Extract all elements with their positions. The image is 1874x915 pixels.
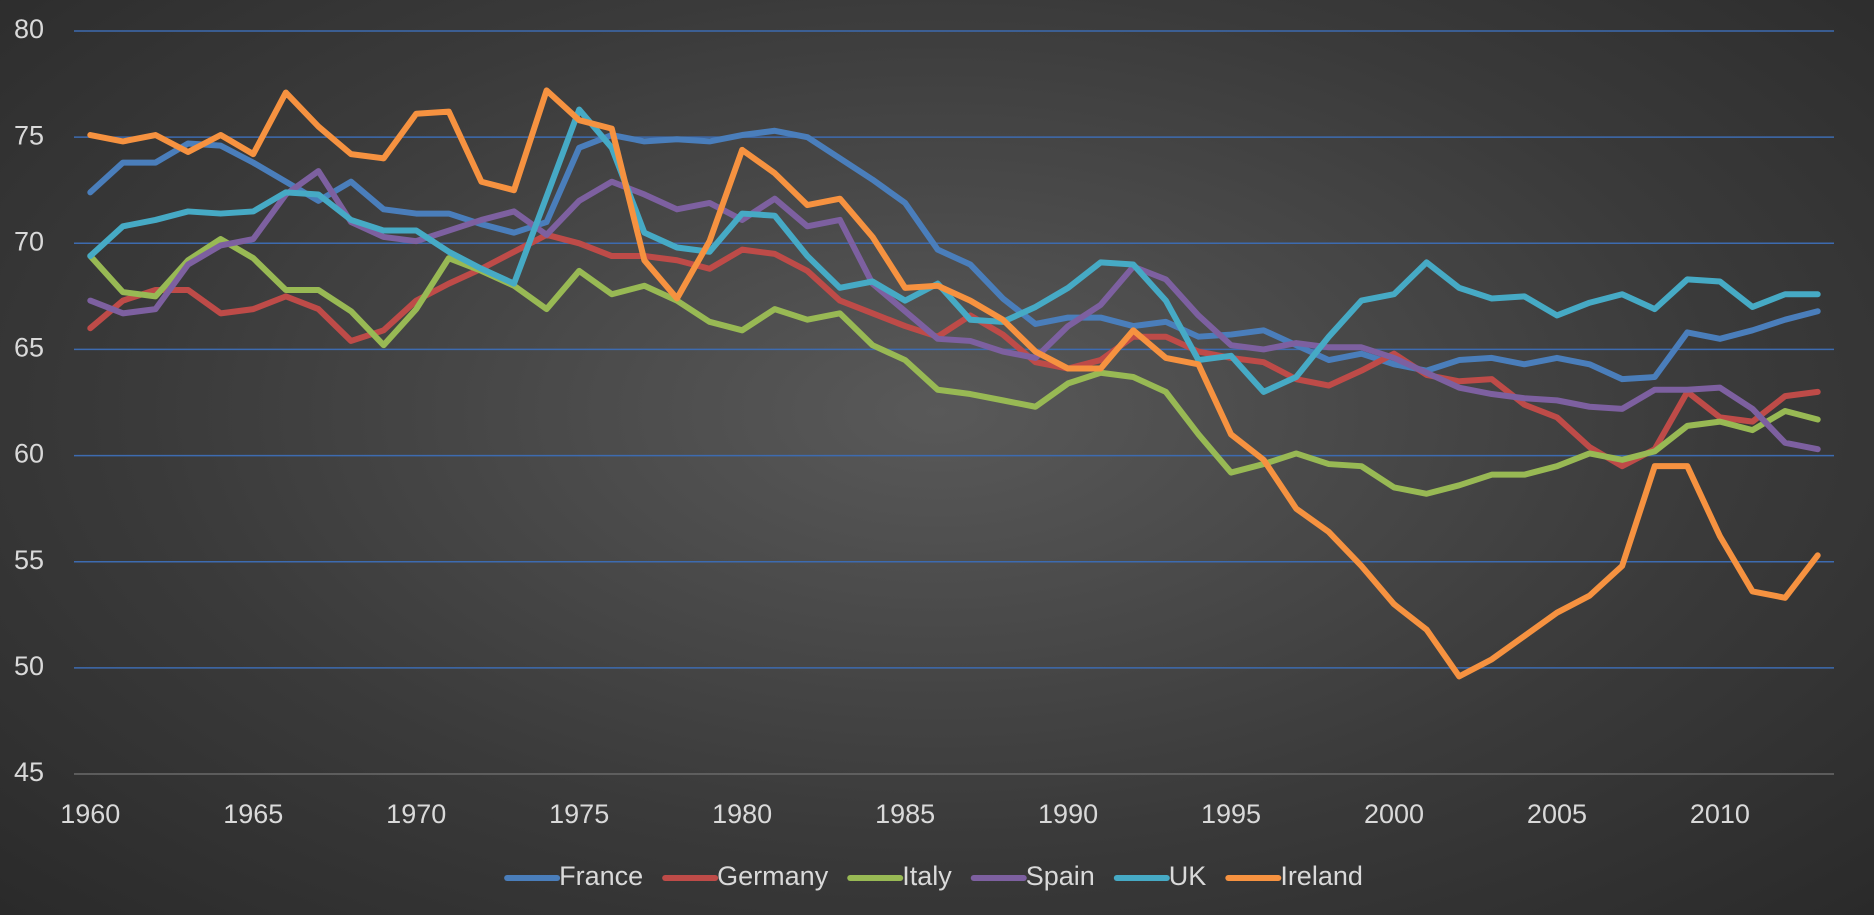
series-line (87, 168, 1821, 453)
series-line (87, 106, 1821, 395)
legend-label: France (559, 861, 643, 891)
y-tick-label: 75 (14, 120, 44, 150)
x-tick-label: 1975 (549, 799, 609, 829)
y-tick-label: 50 (14, 651, 44, 681)
y-tick-label: 60 (14, 439, 44, 469)
x-tick-label: 1980 (712, 799, 772, 829)
x-tick-label: 1965 (223, 799, 283, 829)
legend-label: Germany (717, 861, 829, 891)
x-tick-label: 2005 (1527, 799, 1587, 829)
y-tick-label: 65 (14, 333, 44, 363)
legend-label: UK (1169, 861, 1207, 891)
x-tick-label: 1985 (875, 799, 935, 829)
x-tick-label: 1960 (60, 799, 120, 829)
x-tick-label: 2010 (1690, 799, 1750, 829)
series-line (87, 236, 1821, 497)
y-tick-label: 70 (14, 226, 44, 256)
series-line (87, 127, 1821, 383)
legend-label: Ireland (1280, 861, 1363, 891)
y-tick-label: 80 (14, 14, 44, 44)
series-line (87, 87, 1821, 680)
legend-label: Spain (1026, 861, 1095, 891)
y-tick-label: 55 (14, 545, 44, 575)
x-tick-label: 1990 (1038, 799, 1098, 829)
series-line (87, 231, 1821, 470)
x-tick-label: 2000 (1364, 799, 1424, 829)
y-tick-label: 45 (14, 757, 44, 787)
legend-label: Italy (902, 861, 952, 891)
x-tick-label: 1995 (1201, 799, 1261, 829)
x-tick-label: 1970 (386, 799, 446, 829)
